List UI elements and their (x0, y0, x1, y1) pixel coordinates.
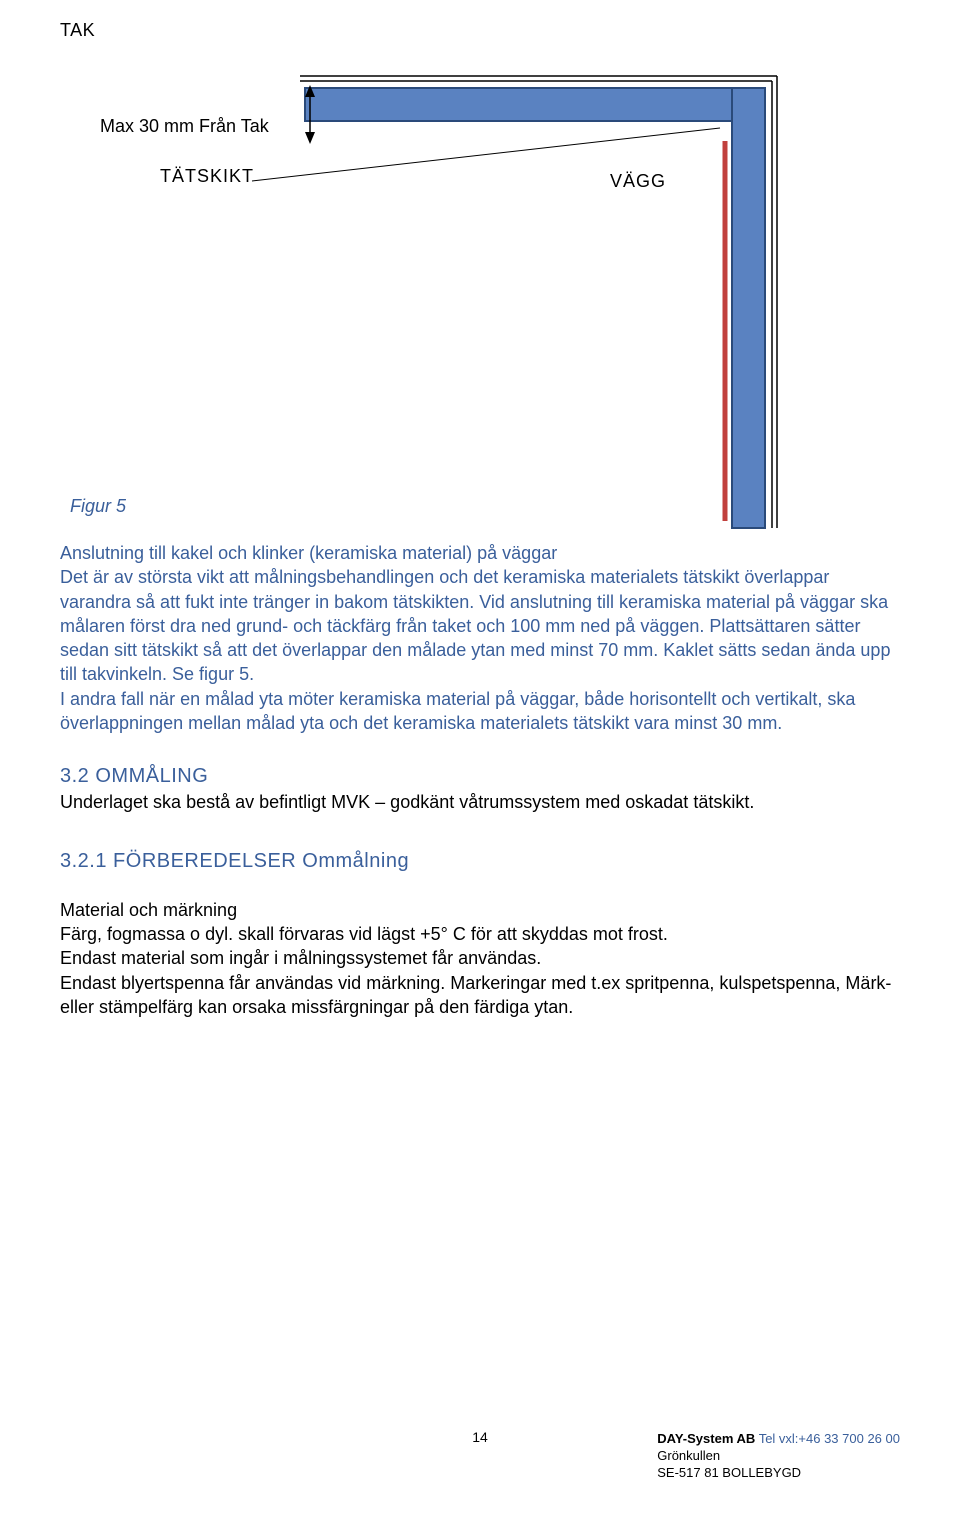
section-3-2-text: Underlaget ska bestå av befintligt MVK –… (60, 790, 900, 814)
tak-bar (305, 88, 765, 121)
footer-tel: Tel vxl:+46 33 700 26 00 (759, 1431, 900, 1446)
section-anslutning: Anslutning till kakel och klinker (keram… (60, 541, 900, 735)
anslutning-heading: Anslutning till kakel och klinker (keram… (60, 543, 557, 563)
diagram-svg (60, 41, 900, 531)
footer-company: DAY-System AB (657, 1431, 755, 1446)
page: TAK Max 30 mm Från Tak TÄTSKIKT (0, 0, 960, 1500)
footer: DAY-System AB Tel vxl:+46 33 700 26 00 G… (657, 1431, 900, 1482)
footer-addr2: SE-517 81 BOLLEBYGD (657, 1465, 801, 1480)
tak-label: TAK (60, 20, 900, 41)
material-text: Färg, fogmassa o dyl. skall förvaras vid… (60, 924, 891, 1017)
figure-caption: Figur 5 (70, 496, 126, 517)
material-block: Material och märkning Färg, fogmassa o d… (60, 898, 900, 1019)
anslutning-para1: Det är av största vikt att målningsbehan… (60, 567, 890, 684)
footer-addr1: Grönkullen (657, 1448, 720, 1463)
section-3-2-heading: 3.2 OMMÅLING (60, 765, 900, 788)
max-30mm-label: Max 30 mm Från Tak (100, 116, 269, 137)
vagg-label: VÄGG (610, 171, 666, 192)
anslutning-para2: I andra fall när en målad yta möter kera… (60, 689, 855, 733)
section-3-2-1-heading: 3.2.1 FÖRBEREDELSER Ommålning (60, 850, 900, 873)
vagg-bar (732, 88, 765, 528)
max-arrow-down (305, 132, 315, 144)
material-heading: Material och märkning (60, 900, 237, 920)
figure-5-diagram: Max 30 mm Från Tak TÄTSKIKT VÄGG Figur 5 (60, 41, 900, 531)
tatskikt-label: TÄTSKIKT (160, 166, 254, 187)
